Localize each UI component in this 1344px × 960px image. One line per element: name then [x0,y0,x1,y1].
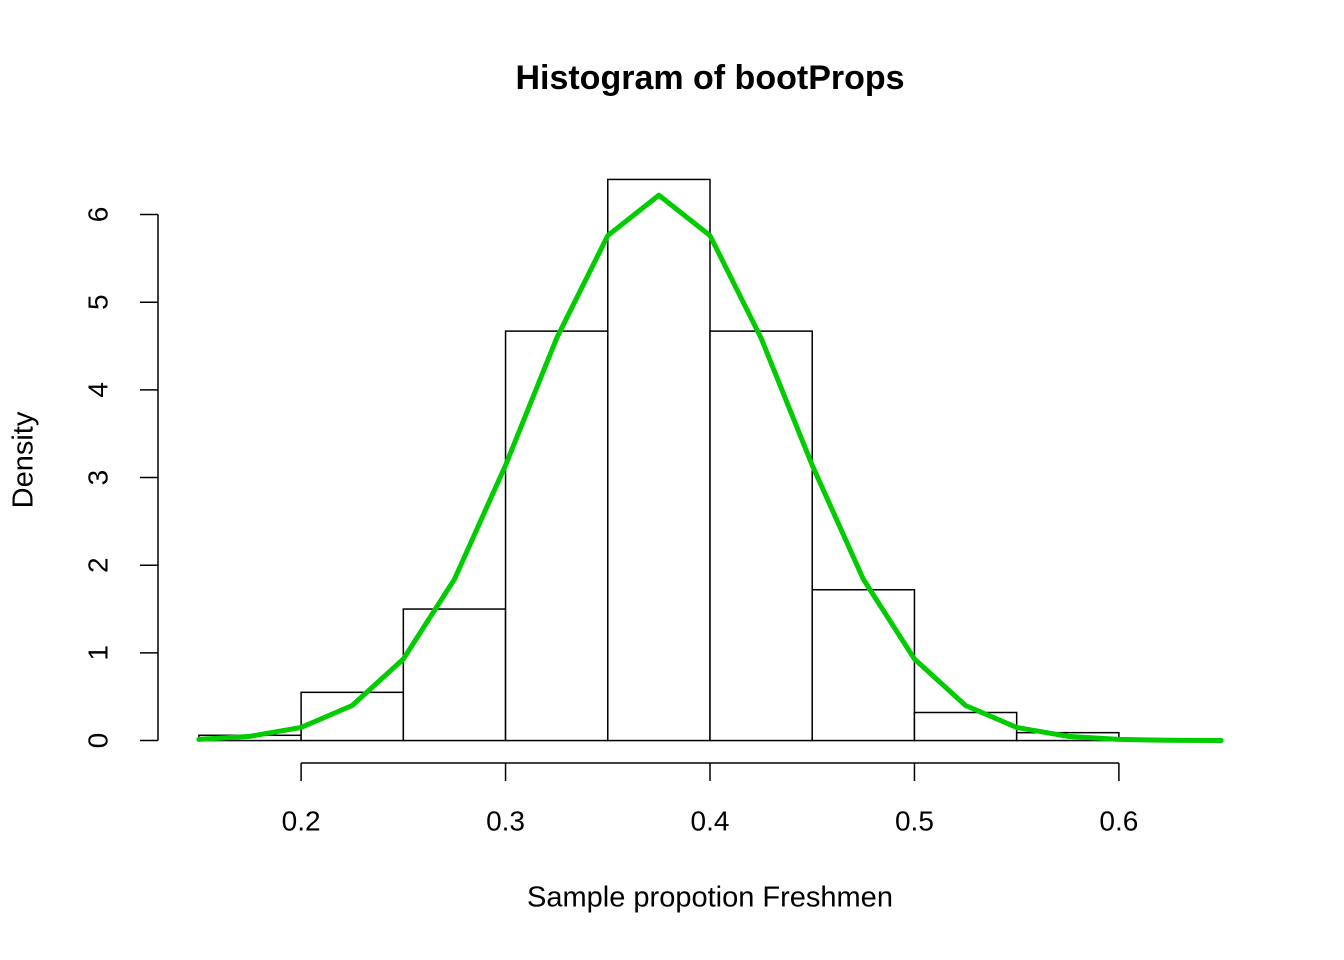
bar [607,178,711,742]
y-tick-label: 3 [82,470,113,486]
y-tick-label: 0 [82,733,113,749]
x-tick-label: 0.4 [691,805,730,836]
bar [402,608,507,742]
bar [300,691,405,742]
bar [913,711,1018,742]
y-axis-label: Density [8,411,40,508]
y-tick-label: 6 [82,207,113,223]
y-tick-label: 1 [82,645,113,661]
y-tick-label: 5 [82,294,113,310]
x-tick-label: 0.2 [282,805,321,836]
bar [709,330,813,742]
x-axis-label: Sample propotion Freshmen [527,882,893,914]
density-curve [196,192,1224,743]
y-tick-label: 4 [82,382,113,398]
bar [504,330,609,742]
bar [811,589,916,742]
y-tick-label: 2 [82,557,113,573]
x-tick-label: 0.3 [486,805,525,836]
x-tick-label: 0.6 [1099,805,1138,836]
x-tick-label: 0.5 [895,805,934,836]
chart-title: Histogram of bootProps [515,59,904,97]
